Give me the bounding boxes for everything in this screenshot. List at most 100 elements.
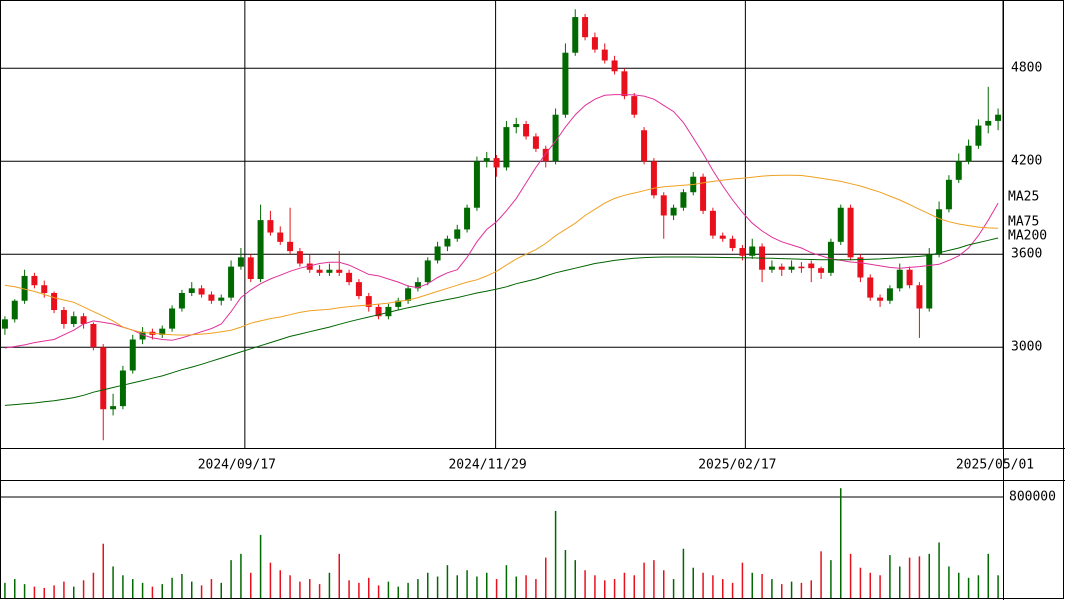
candle-body xyxy=(208,294,215,301)
ma-line xyxy=(4,94,999,349)
y-tick-label: 4200 xyxy=(1011,154,1042,169)
legend-label: MA200 xyxy=(1008,229,1047,244)
candle-body xyxy=(178,292,185,309)
candle-body xyxy=(680,192,687,208)
candle-body xyxy=(877,297,884,301)
candle-body xyxy=(945,179,952,210)
candle-body xyxy=(405,288,412,301)
candle-body xyxy=(277,232,284,242)
candle-body xyxy=(316,269,323,273)
candle-body xyxy=(80,316,87,324)
candle-body xyxy=(247,257,254,280)
x-tick-label: 2024/09/17 xyxy=(198,458,276,473)
candle-body xyxy=(237,257,244,267)
candle-body xyxy=(641,130,648,162)
volume-tick-label: 800000 xyxy=(1009,490,1056,505)
candle-body xyxy=(41,285,48,293)
candle-body xyxy=(709,210,716,236)
candle-body xyxy=(513,124,520,128)
candle-body xyxy=(975,125,982,146)
candle-body xyxy=(650,161,657,196)
candle-body xyxy=(365,296,372,307)
candle-body xyxy=(395,300,402,307)
candle-body xyxy=(926,254,933,309)
candle-body xyxy=(493,158,500,168)
candle-body xyxy=(473,161,480,208)
candle-body xyxy=(896,269,903,289)
candle-body xyxy=(936,209,943,255)
candle-body xyxy=(119,370,126,407)
candle-body xyxy=(719,235,726,239)
candle-body xyxy=(198,288,205,295)
candle-body xyxy=(100,347,107,410)
candle-body xyxy=(532,136,539,149)
candle-body xyxy=(729,238,736,249)
candle-body xyxy=(129,339,136,371)
candle-body xyxy=(11,300,18,320)
candle-body xyxy=(572,17,579,53)
candle-body xyxy=(385,306,392,317)
candle-body xyxy=(818,268,825,273)
candle-body xyxy=(965,145,972,162)
candle-body xyxy=(778,266,785,270)
candle-body xyxy=(414,282,421,289)
x-tick-label: 2025/02/17 xyxy=(698,458,776,473)
candle-body xyxy=(1,319,8,329)
candle-body xyxy=(582,17,589,38)
candle-body xyxy=(798,266,805,269)
candle-body xyxy=(808,263,815,269)
legend-label: MA75 xyxy=(1008,215,1039,230)
y-tick-label: 3600 xyxy=(1011,247,1042,262)
candle-body xyxy=(336,269,343,273)
candle-body xyxy=(464,207,471,230)
candle-body xyxy=(218,297,225,301)
candle-body xyxy=(346,272,353,283)
candle-body xyxy=(31,275,38,286)
candle-body xyxy=(228,266,235,298)
candle-body xyxy=(306,263,313,270)
candle-body xyxy=(355,282,362,297)
candle-body xyxy=(483,158,490,162)
ma-line xyxy=(4,237,999,406)
candle-body xyxy=(886,288,893,301)
candle-body xyxy=(503,127,510,168)
candle-body xyxy=(611,60,618,72)
candle-body xyxy=(670,207,677,216)
candle-body xyxy=(110,406,117,410)
candle-body xyxy=(375,306,382,317)
candle-body xyxy=(70,316,77,324)
candle-body xyxy=(21,275,28,301)
candle-body xyxy=(159,328,166,335)
candle-body xyxy=(749,246,756,256)
candle-body xyxy=(837,207,844,242)
candle-body xyxy=(287,241,294,252)
candle-body xyxy=(768,266,775,270)
candle-body xyxy=(847,207,854,258)
candle-body xyxy=(700,176,707,211)
candle-body xyxy=(591,37,598,50)
candle-body xyxy=(955,161,962,180)
candle-body xyxy=(660,195,667,216)
candle-body xyxy=(444,238,451,247)
candle-body xyxy=(906,269,913,286)
x-tick-label: 2024/11/29 xyxy=(448,458,526,473)
legend-label: MA25 xyxy=(1008,190,1039,205)
candle-body xyxy=(296,251,303,264)
candle-body xyxy=(542,148,549,162)
y-tick-label: 4800 xyxy=(1011,61,1042,76)
candle-body xyxy=(601,49,608,61)
candle-body xyxy=(326,269,333,273)
candle-body xyxy=(621,71,628,97)
candle-body xyxy=(995,114,1002,121)
candle-body xyxy=(267,220,274,233)
candle-body xyxy=(169,308,176,329)
candle-body xyxy=(424,260,431,283)
candle-body xyxy=(985,120,992,126)
candle-body xyxy=(552,114,559,162)
candle-body xyxy=(562,52,569,115)
candle-body xyxy=(916,285,923,309)
x-tick-label: 2025/05/01 xyxy=(956,458,1034,473)
candle-body xyxy=(257,220,264,280)
ma-line xyxy=(4,174,999,336)
